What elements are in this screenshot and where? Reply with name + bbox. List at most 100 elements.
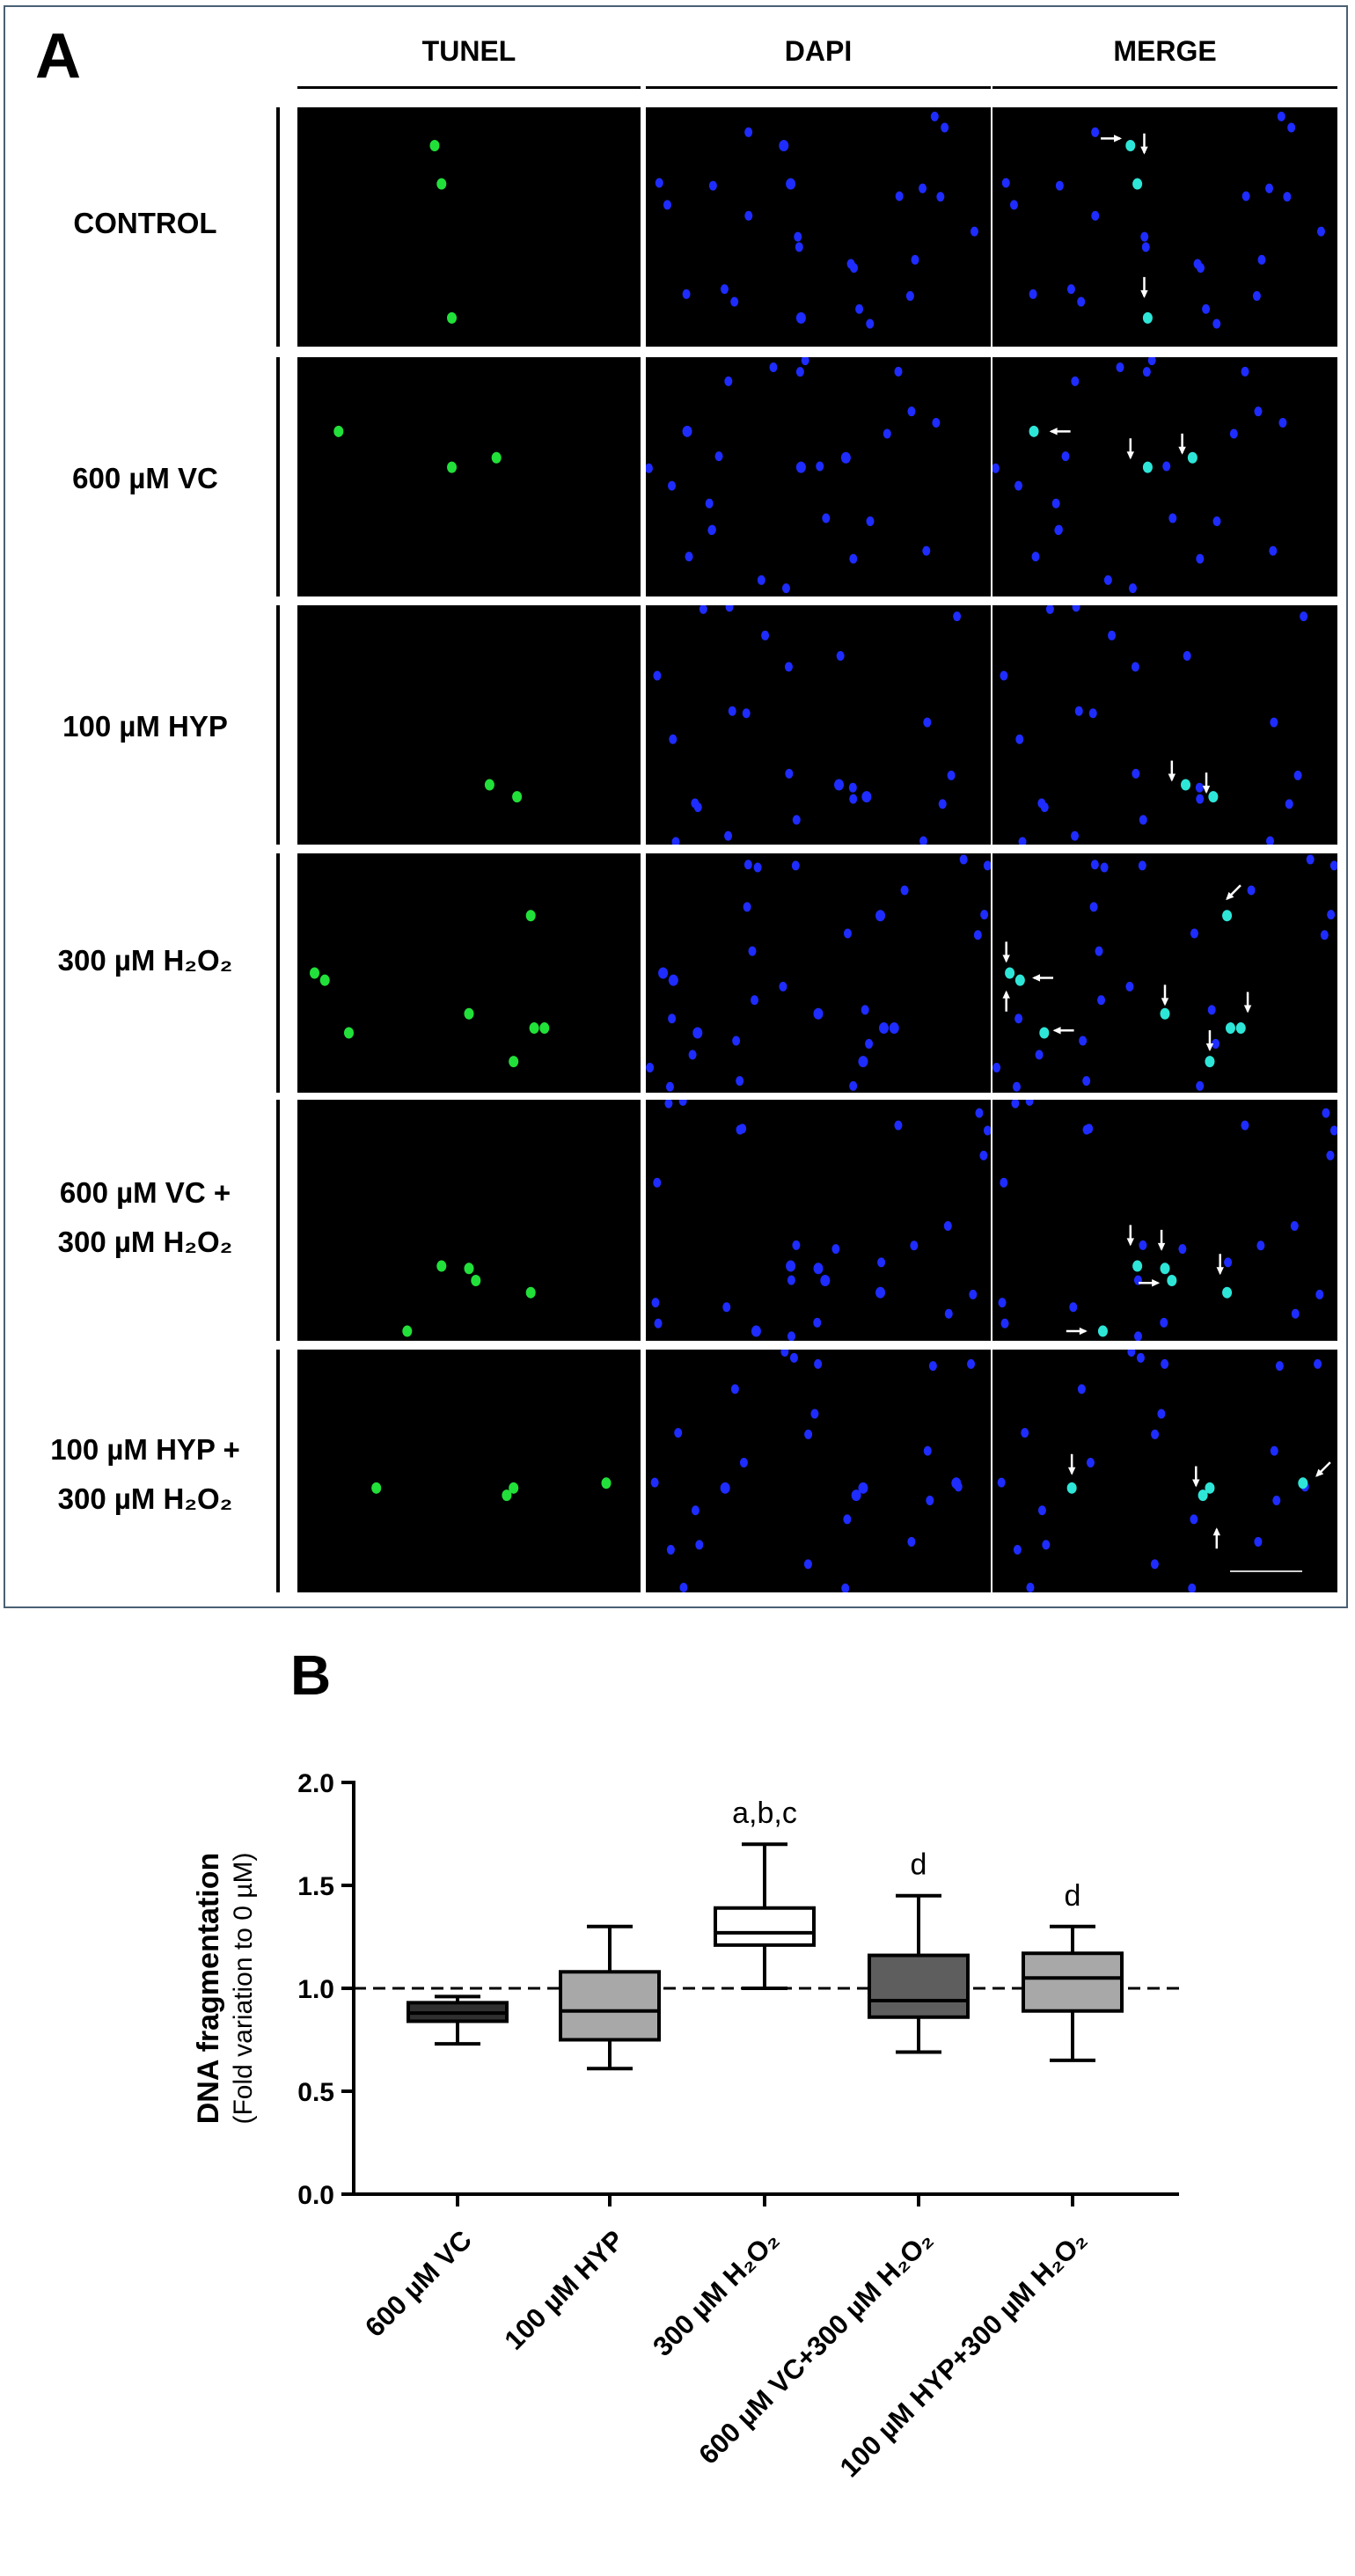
dapi-nucleus: [1254, 406, 1263, 417]
tunel-positive-cell: [429, 140, 440, 152]
dapi-nucleus: [1090, 860, 1099, 870]
y-tick-label: 1.5: [297, 1872, 334, 1901]
micrograph-merge: [992, 357, 1337, 596]
dapi-nucleus: [779, 140, 789, 152]
dapi-nucleus: [1196, 553, 1205, 564]
box-iqr: [559, 1970, 661, 2042]
dapi-nucleus: [668, 480, 677, 491]
dapi-nucleus: [753, 862, 762, 873]
dapi-nucleus: [831, 1244, 840, 1255]
dapi-nucleus: [866, 516, 875, 526]
x-category-label: 100 µM HYP+300 µM H₂O₂: [834, 2224, 1093, 2483]
dapi-nucleus: [1066, 284, 1075, 295]
dapi-nucleus: [970, 226, 978, 237]
dapi-nucleus: [757, 574, 765, 585]
dapi-nucleus: [720, 284, 729, 295]
merged-positive-cell: [1198, 1489, 1208, 1502]
dapi-nucleus: [926, 1496, 934, 1506]
dapi-nucleus: [953, 611, 962, 622]
merged-positive-cell: [1160, 1262, 1170, 1275]
dapi-nucleus: [1168, 513, 1177, 523]
dapi-nucleus: [795, 242, 803, 252]
column-header-tunel: TUNEL: [421, 35, 516, 67]
dapi-nucleus: [941, 122, 949, 133]
pointer-arrow-head: [1002, 955, 1010, 963]
dapi-nucleus: [936, 192, 945, 202]
dapi-nucleus: [1290, 1221, 1299, 1232]
dapi-nucleus: [787, 1331, 795, 1341]
dapi-nucleus: [944, 1308, 953, 1319]
dapi-nucleus: [1207, 1005, 1216, 1015]
micrograph-merge: [992, 605, 1337, 845]
box-iqr: [714, 1906, 816, 1947]
dapi-nucleus: [742, 708, 751, 719]
micrograph-tunel: [297, 853, 641, 1093]
pointer-arrow-head: [1126, 451, 1134, 460]
merged-positive-cell: [1125, 140, 1136, 152]
dapi-nucleus: [1247, 885, 1256, 896]
merged-positive-cell: [1160, 1007, 1170, 1020]
dapi-nucleus: [1141, 242, 1150, 252]
dapi-nucleus: [1037, 1505, 1046, 1516]
dapi-nucleus: [1202, 304, 1211, 314]
dapi-nucleus: [732, 1036, 741, 1046]
dapi-nucleus: [930, 111, 939, 121]
dapi-nucleus: [813, 1007, 824, 1020]
dapi-nucleus: [795, 311, 806, 324]
row-label-vc-h2o2: 600 µM VC + 300 µM H₂O₂: [18, 1168, 273, 1267]
dapi-nucleus: [1316, 226, 1325, 237]
row-separator: [276, 107, 280, 347]
dapi-nucleus: [1196, 1080, 1205, 1091]
significance-label: d: [911, 1848, 927, 1882]
dapi-nucleus: [1241, 366, 1249, 377]
dapi-nucleus: [651, 1298, 660, 1308]
dapi-nucleus: [1140, 231, 1149, 242]
dapi-nucleus: [1195, 782, 1204, 793]
tunel-positive-cell: [601, 1477, 612, 1489]
merged-positive-cell: [1039, 1027, 1050, 1039]
dapi-nucleus: [730, 1384, 739, 1394]
micrograph-tunel: [297, 605, 641, 845]
dapi-nucleus: [789, 1352, 798, 1363]
dapi-nucleus: [666, 1544, 675, 1555]
tunel-positive-cell: [491, 451, 502, 464]
dapi-nucleus: [1287, 122, 1296, 133]
pointer-arrow-head: [1002, 990, 1010, 999]
pointer-arrow-head: [1216, 1267, 1224, 1276]
merged-positive-cell: [1208, 791, 1219, 803]
dapi-nucleus: [653, 670, 662, 681]
dapi-nucleus: [714, 451, 723, 462]
box-iqr: [868, 1953, 970, 2019]
dapi-nucleus: [1103, 574, 1112, 585]
dapi-nucleus: [1224, 1257, 1233, 1268]
dapi-nucleus: [1055, 180, 1064, 191]
dapi-nucleus: [866, 318, 875, 329]
dapi-nucleus: [1116, 362, 1124, 373]
merged-positive-cell: [1222, 910, 1233, 922]
dapi-nucleus: [751, 1325, 761, 1337]
dapi-nucleus: [1139, 815, 1147, 825]
dapi-nucleus: [848, 782, 857, 793]
dapi-nucleus: [1278, 417, 1287, 428]
dapi-nucleus: [1285, 799, 1293, 809]
row-label-vc: 600 µM VC: [72, 462, 218, 494]
pointer-arrow-head: [1157, 1242, 1166, 1251]
dapi-nucleus: [1183, 650, 1191, 661]
row-label-hyp-h2o2-line2: 300 µM H₂O₂: [57, 1482, 233, 1515]
dapi-nucleus: [1133, 1331, 1142, 1341]
merged-positive-cell: [1181, 779, 1191, 791]
dapi-nucleus: [1142, 367, 1151, 377]
dapi-nucleus: [1074, 706, 1083, 716]
dapi-nucleus: [787, 1275, 795, 1285]
dapi-nucleus: [1178, 1244, 1187, 1255]
dapi-nucleus: [849, 553, 858, 564]
dapi-nucleus: [1071, 376, 1080, 386]
tunel-positive-cell: [509, 1482, 519, 1494]
pointer-arrow-head: [1315, 1468, 1324, 1477]
dapi-nucleus: [1091, 127, 1100, 137]
dapi-nucleus: [1095, 946, 1103, 956]
dapi-nucleus: [858, 1056, 868, 1068]
dapi-nucleus: [663, 200, 671, 210]
dapi-nucleus: [786, 178, 796, 190]
tunel-positive-cell: [512, 791, 523, 803]
